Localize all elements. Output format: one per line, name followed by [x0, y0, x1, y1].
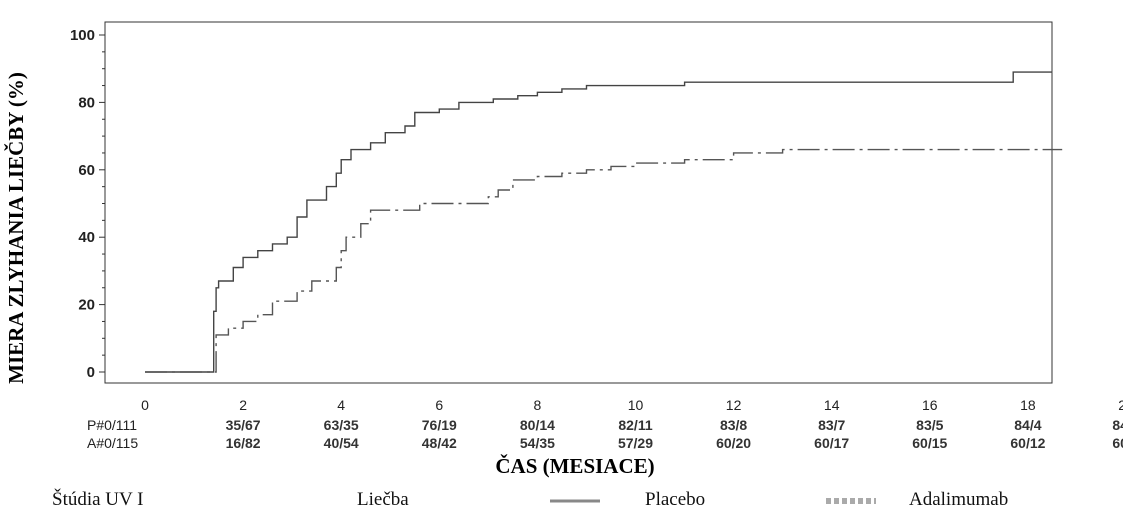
x-tick-label: 16 — [922, 397, 938, 413]
risk-cell: 40/54 — [324, 435, 359, 451]
risk-row-label: A#0/115 — [87, 435, 138, 451]
x-axis-title: ČAS (MESIACE) — [495, 454, 654, 478]
risk-cell: 60/12 — [1010, 435, 1045, 451]
legend-item-adalimumab: Adalimumab — [909, 489, 1008, 510]
y-tick-label: 20 — [78, 297, 95, 314]
y-axis-title: MIERA ZLYHANIA LIEČBY (%) — [4, 72, 28, 384]
risk-cell: 83/7 — [818, 417, 845, 433]
risk-cell: 60/20 — [716, 435, 751, 451]
risk-cell: 48/42 — [422, 435, 457, 451]
x-tick-label: 18 — [1020, 397, 1036, 413]
risk-cell: 80/14 — [520, 417, 555, 433]
risk-cell: 84/4 — [1014, 417, 1041, 433]
x-tick-label: 4 — [337, 397, 345, 413]
x-tick-label: 10 — [628, 397, 644, 413]
risk-cell: 57/29 — [618, 435, 653, 451]
y-tick-label: 100 — [70, 27, 95, 44]
risk-cell: 83/5 — [916, 417, 943, 433]
risk-cell: 60/17 — [814, 435, 849, 451]
axes: 0 20 40 60 80 100 0 2 4 6 8 10 12 14 16 18 20 MIERA ZLYHA… — [4, 21, 1123, 478]
x-tick-label: 2 — [239, 397, 247, 413]
risk-cell: 35/67 — [226, 417, 261, 433]
risk-table: P#0/111 35/67 63/35 76/19 80/14 82/11 83/8 83/7… — [87, 417, 1123, 451]
risk-cell: 16/82 — [226, 435, 261, 451]
risk-cell: 63/35 — [324, 417, 359, 433]
y-tick-label: 0 — [87, 364, 95, 381]
x-tick-label: 12 — [726, 397, 742, 413]
risk-cell: 83/8 — [720, 417, 747, 433]
series-group — [145, 71, 1063, 373]
legend-item-placebo: Placebo — [645, 489, 705, 510]
risk-cell: 60/0 — [1112, 435, 1123, 451]
risk-cell: 84/0 — [1112, 417, 1123, 433]
y-tick-label: 40 — [78, 229, 95, 246]
x-tick-label: 8 — [534, 397, 542, 413]
legend-treatment-label: Liečba — [357, 489, 409, 510]
series-line-placebo — [145, 71, 1053, 373]
x-tick-label: 0 — [141, 397, 149, 413]
series-line-adalimumab — [145, 148, 1063, 373]
risk-cell: 60/15 — [912, 435, 947, 451]
risk-row-label: P#0/111 — [87, 417, 137, 433]
risk-cell: 82/11 — [618, 417, 652, 433]
x-tick-label: 20 — [1118, 397, 1123, 413]
x-tick-label: 6 — [435, 397, 443, 413]
legend: Štúdia UV I Liečba Placebo Adalimumab — [52, 488, 1008, 510]
x-tick-label: 14 — [824, 397, 840, 413]
y-tick-label: 80 — [78, 94, 95, 111]
risk-cell: 76/19 — [422, 417, 457, 433]
y-tick-label: 60 — [78, 162, 95, 179]
legend-study: Štúdia UV I — [52, 488, 143, 510]
risk-cell: 54/35 — [520, 435, 555, 451]
plot-frame — [104, 21, 1053, 384]
